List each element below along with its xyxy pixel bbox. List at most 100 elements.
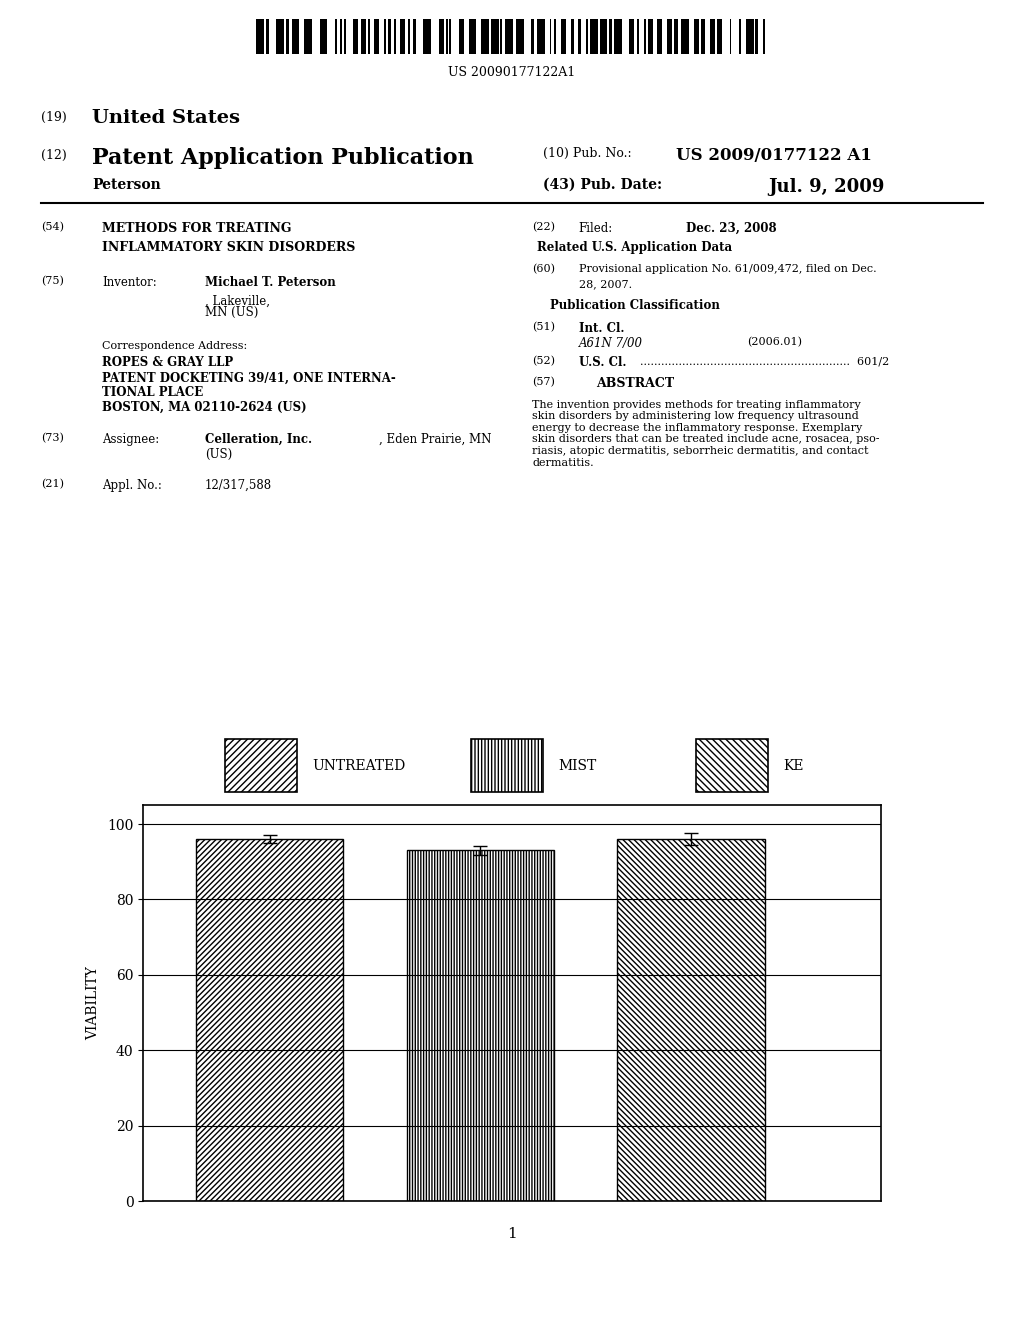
Text: Int. Cl.: Int. Cl. xyxy=(579,322,624,334)
Text: KE: KE xyxy=(783,759,804,772)
Text: Patent Application Publication: Patent Application Publication xyxy=(92,147,474,169)
Bar xyxy=(505,20,513,54)
Text: ABSTRACT: ABSTRACT xyxy=(596,376,674,389)
Bar xyxy=(657,20,663,54)
Bar xyxy=(694,20,698,54)
Text: Jul. 9, 2009: Jul. 9, 2009 xyxy=(768,178,885,195)
FancyBboxPatch shape xyxy=(471,739,543,792)
Bar xyxy=(304,20,312,54)
Text: (75): (75) xyxy=(41,276,63,286)
Text: US 2009/0177122 A1: US 2009/0177122 A1 xyxy=(676,147,871,164)
Text: Related U.S. Application Data: Related U.S. Application Data xyxy=(538,242,732,255)
Text: (19): (19) xyxy=(41,111,67,124)
Text: Assignee:: Assignee: xyxy=(102,433,160,446)
Bar xyxy=(490,20,499,54)
Text: Filed:: Filed: xyxy=(579,222,612,235)
Bar xyxy=(763,20,765,54)
Bar xyxy=(450,20,452,54)
Bar xyxy=(439,20,443,54)
Text: 28, 2007.: 28, 2007. xyxy=(579,280,632,289)
Text: (10) Pub. No.:: (10) Pub. No.: xyxy=(543,147,632,160)
Text: (57): (57) xyxy=(532,376,555,387)
Bar xyxy=(469,20,476,54)
Text: , Lakeville,: , Lakeville, xyxy=(205,294,269,308)
Text: A61N 7/00: A61N 7/00 xyxy=(579,337,643,350)
Text: (51): (51) xyxy=(532,322,555,331)
Y-axis label: VIABILITY: VIABILITY xyxy=(86,966,100,1040)
Text: (US): (US) xyxy=(205,447,232,461)
Bar xyxy=(340,20,342,54)
Text: (43) Pub. Date:: (43) Pub. Date: xyxy=(543,178,662,191)
Bar xyxy=(353,20,358,54)
Text: BOSTON, MA 02110-2624 (US): BOSTON, MA 02110-2624 (US) xyxy=(102,400,307,413)
Bar xyxy=(674,20,679,54)
Bar xyxy=(292,20,299,54)
FancyBboxPatch shape xyxy=(696,739,768,792)
Bar xyxy=(614,20,622,54)
Bar xyxy=(630,20,634,54)
Bar xyxy=(335,20,337,54)
Text: ............................................................  601/2: ........................................… xyxy=(640,356,889,366)
Text: MIST: MIST xyxy=(558,759,596,772)
Text: UNTREATED: UNTREATED xyxy=(312,759,406,772)
Bar xyxy=(561,20,566,54)
Bar xyxy=(400,20,406,54)
Bar xyxy=(375,20,379,54)
Bar xyxy=(531,20,535,54)
Bar xyxy=(739,20,741,54)
Bar xyxy=(393,20,395,54)
Bar xyxy=(570,20,573,54)
Bar xyxy=(637,20,639,54)
Bar xyxy=(344,20,345,54)
Bar xyxy=(459,20,464,54)
Bar xyxy=(600,20,607,54)
Bar xyxy=(481,20,488,54)
Text: Provisional application No. 61/009,472, filed on Dec.: Provisional application No. 61/009,472, … xyxy=(579,264,877,275)
Text: (60): (60) xyxy=(532,264,555,275)
Bar xyxy=(590,20,598,54)
Bar xyxy=(648,20,652,54)
Bar xyxy=(360,20,366,54)
Text: Correspondence Address:: Correspondence Address: xyxy=(102,341,248,351)
Text: (12): (12) xyxy=(41,149,67,162)
Text: United States: United States xyxy=(92,108,241,127)
Bar xyxy=(756,20,759,54)
Bar xyxy=(408,20,410,54)
Text: Dec. 23, 2008: Dec. 23, 2008 xyxy=(686,222,777,235)
Text: (22): (22) xyxy=(532,222,555,232)
Bar xyxy=(579,20,582,54)
Text: 1: 1 xyxy=(507,1228,517,1241)
Bar xyxy=(717,20,722,54)
Bar xyxy=(388,20,391,54)
Bar xyxy=(256,20,264,54)
Bar xyxy=(729,20,731,54)
Text: MN (US): MN (US) xyxy=(205,306,258,319)
Text: Publication Classification: Publication Classification xyxy=(550,298,720,312)
Text: TIONAL PLACE: TIONAL PLACE xyxy=(102,385,204,399)
Bar xyxy=(368,20,370,54)
Bar xyxy=(586,20,588,54)
Bar xyxy=(644,20,646,54)
Text: PATENT DOCKETING 39/41, ONE INTERNA-: PATENT DOCKETING 39/41, ONE INTERNA- xyxy=(102,371,396,384)
Text: (52): (52) xyxy=(532,356,555,367)
Bar xyxy=(286,20,289,54)
Text: Michael T. Peterson: Michael T. Peterson xyxy=(205,276,336,289)
Bar xyxy=(196,840,343,1201)
Bar xyxy=(319,20,328,54)
Bar xyxy=(700,20,706,54)
Text: (21): (21) xyxy=(41,479,63,488)
Bar xyxy=(445,20,447,54)
Bar xyxy=(265,20,268,54)
Text: US 20090177122A1: US 20090177122A1 xyxy=(449,66,575,79)
Bar xyxy=(554,20,556,54)
Text: U.S. Cl.: U.S. Cl. xyxy=(579,356,630,370)
Bar xyxy=(550,20,552,54)
FancyBboxPatch shape xyxy=(225,739,297,792)
Text: , Eden Prairie, MN: , Eden Prairie, MN xyxy=(379,433,492,446)
Bar xyxy=(609,20,612,54)
Bar xyxy=(384,20,386,54)
Text: (2006.01): (2006.01) xyxy=(748,337,803,347)
Text: (73): (73) xyxy=(41,433,63,444)
Text: Celleration, Inc.: Celleration, Inc. xyxy=(205,433,312,446)
Text: Peterson: Peterson xyxy=(92,178,161,191)
